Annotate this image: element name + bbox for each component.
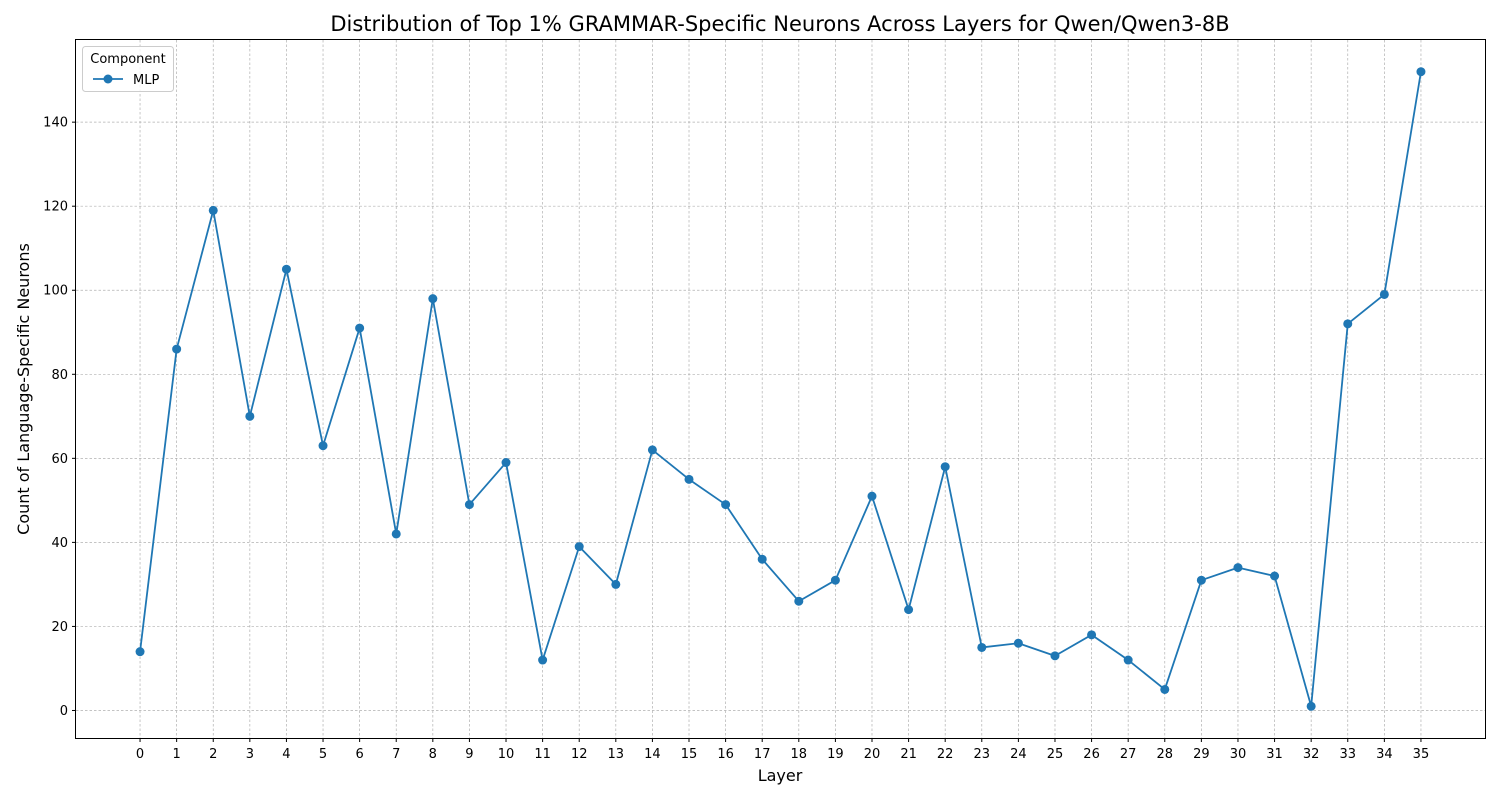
data-point <box>977 642 987 652</box>
data-point <box>794 596 804 606</box>
data-point <box>135 647 145 657</box>
x-tick-label: 32 <box>1303 747 1320 762</box>
data-point <box>428 294 438 304</box>
x-tick-label: 35 <box>1413 747 1430 762</box>
data-point <box>245 411 255 421</box>
legend-marker-dot <box>103 74 113 84</box>
legend: Component MLP <box>82 46 174 92</box>
x-tick-label: 5 <box>319 747 327 762</box>
data-point <box>318 441 328 451</box>
data-point <box>574 542 584 552</box>
data-point <box>1087 630 1097 640</box>
x-tick-label: 0 <box>136 747 144 762</box>
x-tick-label: 21 <box>900 747 917 762</box>
x-tick-label: 23 <box>974 747 991 762</box>
x-tick-label: 10 <box>498 747 515 762</box>
y-tick-label: 140 <box>43 116 68 131</box>
data-point <box>1233 563 1243 573</box>
x-tick-label: 7 <box>392 747 400 762</box>
x-tick-label: 25 <box>1047 747 1064 762</box>
y-tick-label: 80 <box>51 368 68 383</box>
y-tick-label: 100 <box>43 284 68 299</box>
x-axis-label: Layer <box>758 766 803 785</box>
data-point <box>355 323 365 333</box>
data-point <box>1123 655 1133 665</box>
data-point <box>391 529 401 539</box>
x-tick-label: 9 <box>465 747 473 762</box>
x-tick-label: 17 <box>754 747 771 762</box>
data-point <box>1379 289 1389 299</box>
plot-frame <box>75 39 1486 739</box>
data-point <box>904 605 914 615</box>
x-tick-label: 13 <box>608 747 625 762</box>
data-point <box>1306 701 1316 711</box>
x-tick-label: 29 <box>1193 747 1210 762</box>
x-axis-ticks: 0 1 2 3 4 5 6 7 8 9 10 11 12 13 14 15 16 17 18 19 20 21 22 23 24… <box>136 738 1429 762</box>
y-tick-label: 120 <box>43 200 68 215</box>
data-point <box>1270 571 1280 581</box>
x-tick-label: 19 <box>827 747 844 762</box>
x-tick-label: 20 <box>864 747 881 762</box>
data-point <box>1343 319 1353 329</box>
x-tick-label: 6 <box>355 747 363 762</box>
x-tick-label: 12 <box>571 747 588 762</box>
series-line-mlp <box>139 71 1422 708</box>
legend-entry-mlp: MLP <box>133 73 159 88</box>
x-tick-label: 2 <box>209 747 217 762</box>
data-point <box>1196 575 1206 585</box>
data-point <box>611 579 621 589</box>
data-point <box>208 205 218 215</box>
x-tick-label: 3 <box>246 747 254 762</box>
data-point <box>1160 684 1170 694</box>
x-tick-label: 27 <box>1120 747 1137 762</box>
x-tick-label: 34 <box>1376 747 1393 762</box>
data-point <box>1416 67 1426 77</box>
x-tick-label: 11 <box>534 747 551 762</box>
data-point <box>721 500 731 510</box>
data-point <box>647 445 657 455</box>
y-tick-label: 60 <box>51 452 68 467</box>
data-point <box>1050 651 1060 661</box>
x-tick-label: 14 <box>644 747 661 762</box>
y-tick-label: 20 <box>51 620 68 635</box>
x-tick-label: 1 <box>173 747 181 762</box>
x-tick-label: 31 <box>1266 747 1283 762</box>
x-tick-label: 30 <box>1230 747 1247 762</box>
data-point <box>1013 638 1023 648</box>
data-point <box>281 264 291 274</box>
data-point <box>684 474 694 484</box>
grid-lines <box>76 40 1485 738</box>
y-tick-label: 0 <box>60 704 68 719</box>
x-tick-label: 26 <box>1083 747 1100 762</box>
x-tick-label: 15 <box>681 747 698 762</box>
x-tick-label: 18 <box>791 747 808 762</box>
x-tick-label: 8 <box>429 747 437 762</box>
x-tick-label: 16 <box>717 747 734 762</box>
x-tick-label: 33 <box>1339 747 1356 762</box>
plot-series <box>135 67 1426 711</box>
x-tick-label: 24 <box>1010 747 1027 762</box>
data-point <box>867 491 877 501</box>
legend-title: Component <box>90 52 165 67</box>
y-tick-label: 40 <box>51 536 68 551</box>
data-point <box>940 462 950 472</box>
y-axis-label: Count of Language-Specific Neurons <box>14 243 33 535</box>
chart-title: Distribution of Top 1% GRAMMAR-Specific … <box>330 12 1229 36</box>
y-axis-ticks: 0 20 40 60 80 100 120 140 <box>43 116 76 719</box>
x-tick-label: 4 <box>282 747 290 762</box>
data-point <box>501 458 511 468</box>
x-tick-label: 28 <box>1156 747 1173 762</box>
data-point <box>172 344 182 354</box>
data-point <box>464 500 474 510</box>
data-point <box>757 554 767 564</box>
x-tick-label: 22 <box>937 747 954 762</box>
data-point <box>538 655 548 665</box>
data-point <box>830 575 840 585</box>
